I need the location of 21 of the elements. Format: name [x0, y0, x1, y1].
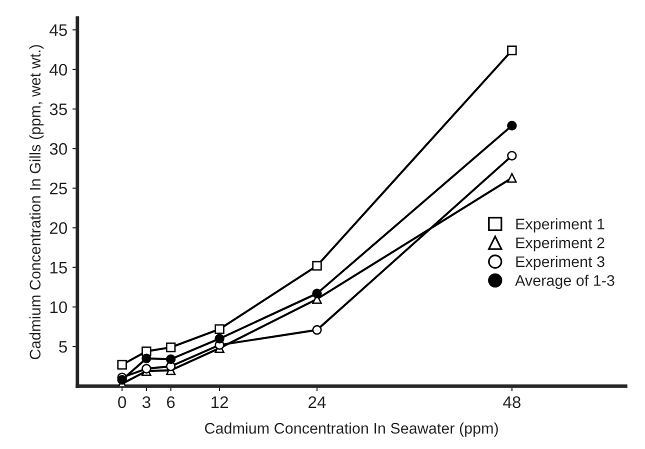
x-tick-label: 6	[167, 396, 175, 408]
legend-label: Experiment 1	[516, 218, 604, 232]
x-tick-label: 24	[308, 396, 326, 408]
y-tick-label: 40	[50, 64, 68, 76]
y-tick-label: 35	[50, 103, 67, 116]
x-tick-label: 0	[118, 396, 126, 408]
y-tick-label: 15	[50, 262, 67, 274]
y-tick-label: 20	[50, 222, 68, 234]
legend-label: Average of 1-3	[515, 274, 614, 289]
y-tick-label: 10	[50, 301, 68, 314]
y-tick-label: 45	[50, 24, 67, 36]
legend-label: Experiment 2	[516, 237, 604, 252]
x-tick-label: 48	[503, 396, 520, 408]
x-tick-label: 3	[142, 396, 150, 408]
x-tick-label: 12	[212, 396, 228, 408]
y-tick-label: 5	[59, 341, 67, 353]
y-tick-label: 25	[50, 182, 67, 194]
y-tick-label: 30	[50, 143, 68, 155]
x-axis-title: Cadmium Concentration In Seawater (ppm)	[204, 422, 498, 437]
legend-label: Experiment 3	[516, 256, 604, 270]
y-axis-title: Cadmium Concentration In Gills (ppm, wet wt.)	[29, 45, 44, 360]
